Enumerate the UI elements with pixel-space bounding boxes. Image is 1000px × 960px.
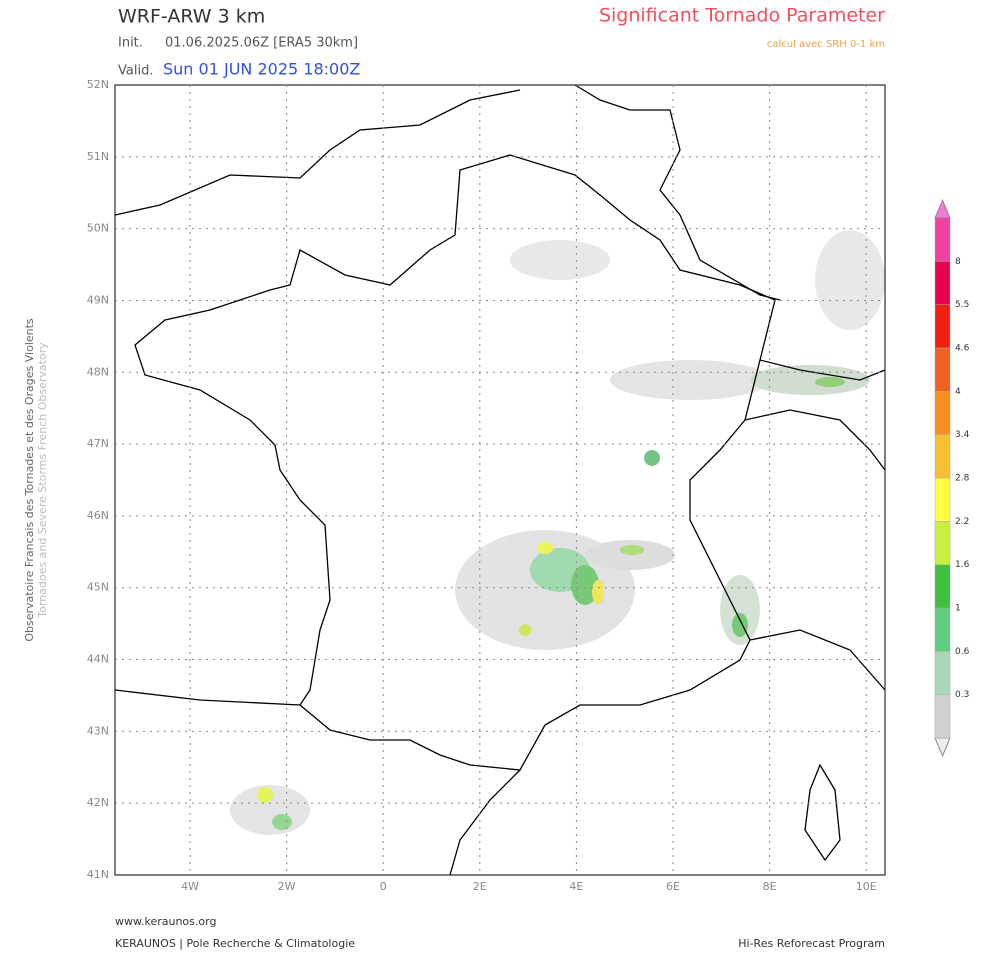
lon-label: 0: [380, 880, 387, 893]
colorbar-segment: [934, 261, 951, 305]
lat-label: 47N: [87, 437, 109, 450]
lon-label: 8E: [763, 880, 777, 893]
colorbar-label: 3.4: [955, 430, 970, 440]
colorbar-label: 5.5: [955, 300, 969, 310]
colorbar-segment: [934, 347, 951, 392]
lat-label: 51N: [87, 150, 109, 163]
colorbar-segment: [934, 304, 951, 349]
lat-label: 41N: [87, 868, 109, 881]
lon-label: 2E: [473, 880, 487, 893]
colorbar-label: 2.8: [955, 474, 970, 484]
colorbar-segment: [934, 564, 951, 609]
colorbar-segment: [934, 694, 951, 739]
url: www.keraunos.org: [115, 915, 216, 928]
valid-label: Valid.: [118, 64, 153, 79]
colorbar-segment: [934, 217, 951, 262]
subtitle: calcul avec SRH 0-1 km: [767, 39, 885, 50]
init: 01.06.2025.06Z [ERA5 30km]: [165, 36, 358, 51]
colorbar-segment: [934, 651, 951, 695]
lat-label: 46N: [87, 509, 109, 522]
lat-label: 45N: [87, 581, 109, 594]
colorbar-label: 0.3: [955, 690, 969, 700]
init-label: Init.: [118, 36, 143, 51]
colorbar-segment: [934, 607, 951, 652]
title: Significant Tornado Parameter: [599, 5, 885, 27]
lon-label: 6E: [666, 880, 680, 893]
colorbar-label: 8: [955, 257, 961, 267]
lat-label: 42N: [87, 796, 109, 809]
colorbar-segment: [934, 391, 951, 435]
lat-label: 48N: [87, 365, 109, 378]
valid: Sun 01 JUN 2025 18:00Z: [163, 60, 360, 79]
colorbar-label: 1: [955, 604, 961, 614]
colorbar-segment: [934, 521, 951, 565]
colorbar-label: 4: [955, 387, 961, 397]
coastline: [114, 84, 886, 876]
side-text: Tornadoes and Severe Storms French Obser…: [36, 342, 49, 619]
model: WRF-ARW 3 km: [118, 6, 265, 28]
colorbar-label: 2.2: [955, 517, 969, 527]
lon-label: 4W: [181, 880, 199, 893]
colorbar-label: 1.6: [955, 560, 970, 570]
colorbar-label: 0.6: [955, 647, 970, 657]
colorbar-segment: [934, 477, 951, 522]
side-text: Observatoire Francais des Tornades et de…: [23, 318, 36, 642]
colorbar-segment: [934, 434, 951, 479]
lon-label: 2W: [278, 880, 296, 893]
lat-label: 52N: [87, 78, 109, 91]
program: Hi-Res Reforecast Program: [738, 937, 885, 950]
org: KERAUNOS | Pole Recherche & Climatologie: [115, 937, 355, 950]
lon-label: 4E: [569, 880, 583, 893]
lat-label: 50N: [87, 222, 109, 235]
map: [114, 84, 886, 876]
field: [230, 230, 885, 835]
map-frame: [114, 84, 886, 876]
colorbar-arrow: [934, 737, 951, 758]
lat-label: 44N: [87, 653, 109, 666]
colorbar-label: 4.6: [955, 344, 970, 354]
lat-label: 49N: [87, 293, 109, 306]
lat-label: 43N: [87, 724, 109, 737]
colorbar-arrow: [934, 198, 951, 219]
lon-label: 10E: [856, 880, 877, 893]
